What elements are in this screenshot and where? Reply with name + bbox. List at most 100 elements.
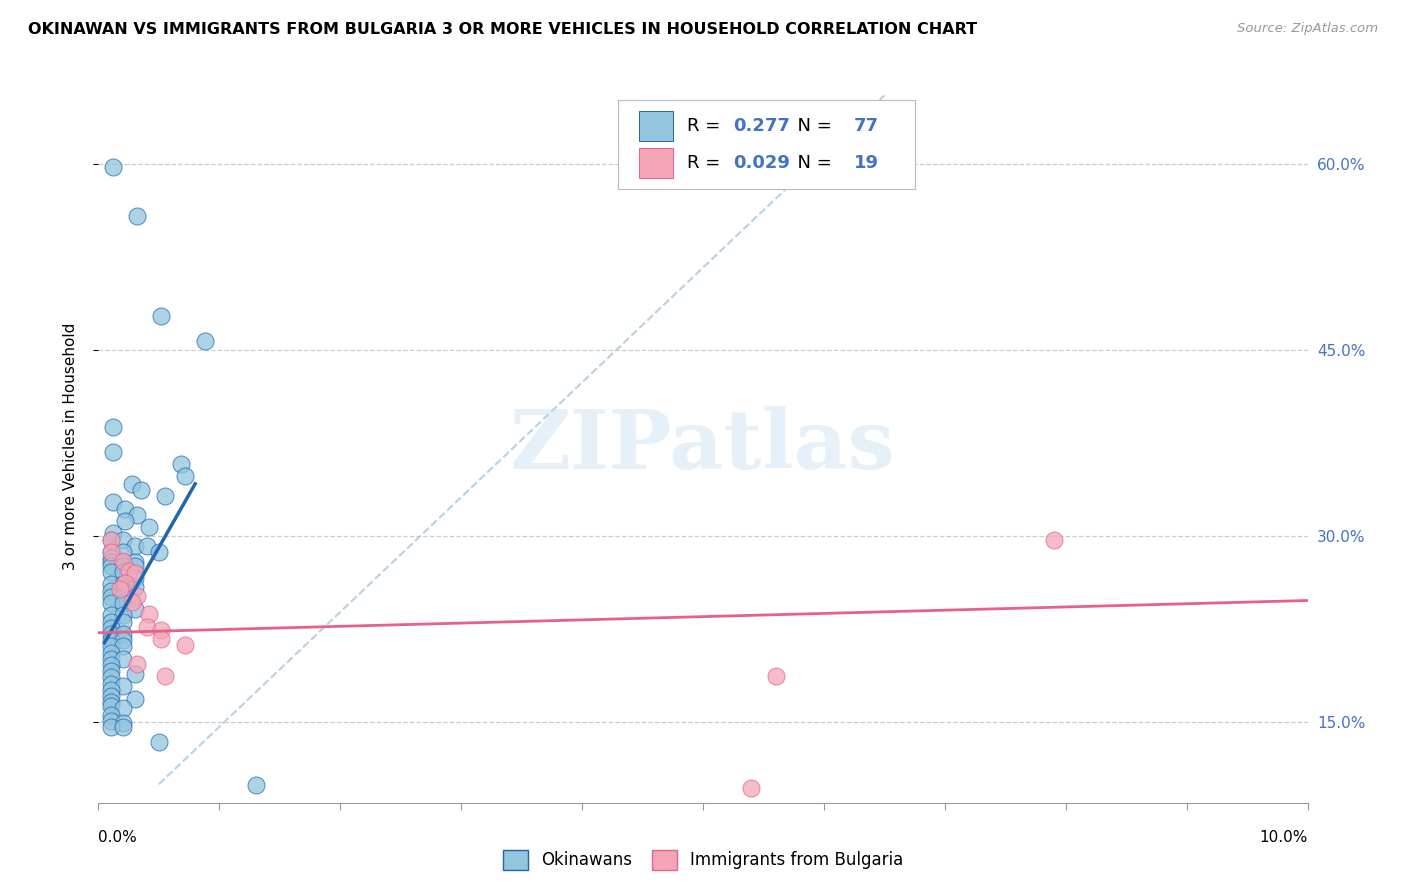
Point: [111, 596, 134, 610]
Point: [1042, 533, 1064, 547]
Text: 0.029: 0.029: [734, 153, 790, 171]
Point: [150, 632, 173, 646]
Point: [121, 595, 143, 609]
Point: [111, 554, 134, 568]
FancyBboxPatch shape: [638, 147, 673, 178]
Point: [111, 720, 134, 734]
Point: [100, 646, 122, 660]
Point: [111, 640, 134, 654]
Point: [121, 476, 143, 491]
Point: [765, 669, 787, 683]
Point: [100, 652, 122, 666]
FancyBboxPatch shape: [638, 112, 673, 142]
Point: [124, 666, 146, 681]
Point: [100, 682, 122, 697]
Point: [124, 555, 146, 569]
Text: OKINAWAN VS IMMIGRANTS FROM BULGARIA 3 OR MORE VEHICLES IN HOUSEHOLD CORRELATION: OKINAWAN VS IMMIGRANTS FROM BULGARIA 3 O…: [28, 22, 977, 37]
Text: Source: ZipAtlas.com: Source: ZipAtlas.com: [1237, 22, 1378, 36]
Point: [100, 658, 122, 673]
Point: [138, 520, 160, 534]
Point: [100, 720, 122, 734]
Point: [169, 457, 191, 471]
Point: [100, 577, 122, 591]
Point: [101, 444, 124, 458]
Text: 77: 77: [855, 118, 879, 136]
Point: [111, 590, 134, 604]
Point: [111, 679, 134, 693]
Point: [118, 564, 141, 578]
Point: [127, 209, 149, 223]
Text: R =: R =: [688, 118, 727, 136]
Point: [100, 689, 122, 703]
Point: [100, 596, 122, 610]
Point: [100, 665, 122, 679]
Point: [148, 735, 170, 749]
Point: [111, 583, 134, 598]
Point: [127, 589, 149, 603]
Point: [100, 608, 122, 623]
Point: [138, 607, 160, 622]
Point: [111, 533, 134, 547]
Y-axis label: 3 or more Vehicles in Household: 3 or more Vehicles in Household: [63, 322, 77, 570]
Legend: Okinawans, Immigrants from Bulgaria: Okinawans, Immigrants from Bulgaria: [496, 843, 910, 877]
Point: [111, 558, 134, 573]
Point: [100, 640, 122, 654]
Point: [111, 716, 134, 731]
Point: [100, 558, 122, 573]
Point: [174, 638, 197, 652]
Point: [111, 615, 134, 629]
Text: 10.0%: 10.0%: [1260, 830, 1308, 845]
Point: [245, 779, 267, 793]
Point: [100, 583, 122, 598]
Text: 0.277: 0.277: [734, 118, 790, 136]
Point: [111, 633, 134, 648]
Point: [100, 551, 122, 566]
Point: [135, 619, 157, 633]
Point: [194, 334, 217, 348]
Text: R =: R =: [688, 153, 727, 171]
Point: [100, 545, 122, 559]
Point: [108, 582, 131, 597]
Point: [124, 580, 146, 594]
Point: [100, 533, 122, 547]
Point: [150, 310, 173, 324]
Text: 0.0%: 0.0%: [98, 830, 138, 845]
Text: ZIPatlas: ZIPatlas: [510, 406, 896, 486]
Point: [100, 621, 122, 635]
Point: [111, 608, 134, 623]
FancyBboxPatch shape: [619, 100, 915, 189]
Point: [114, 576, 136, 591]
Point: [100, 533, 122, 547]
Point: [150, 624, 173, 638]
Point: [124, 566, 146, 581]
Point: [111, 652, 134, 666]
Point: [114, 514, 136, 528]
Point: [100, 590, 122, 604]
Point: [740, 780, 762, 795]
Text: N =: N =: [786, 153, 838, 171]
Point: [100, 707, 122, 722]
Point: [100, 555, 122, 569]
Point: [148, 545, 170, 559]
Point: [100, 676, 122, 690]
Point: [153, 669, 176, 683]
Point: [100, 627, 122, 641]
Text: 19: 19: [855, 153, 879, 171]
Point: [100, 545, 122, 559]
Point: [111, 555, 134, 569]
Text: N =: N =: [786, 118, 838, 136]
Point: [124, 602, 146, 616]
Point: [101, 419, 124, 434]
Point: [100, 714, 122, 728]
Point: [124, 539, 146, 553]
Point: [124, 571, 146, 585]
Point: [111, 565, 134, 579]
Point: [101, 526, 124, 541]
Point: [111, 701, 134, 715]
Point: [101, 161, 124, 175]
Point: [111, 577, 134, 591]
Point: [111, 627, 134, 641]
Point: [114, 501, 136, 516]
Point: [100, 633, 122, 648]
Point: [100, 698, 122, 713]
